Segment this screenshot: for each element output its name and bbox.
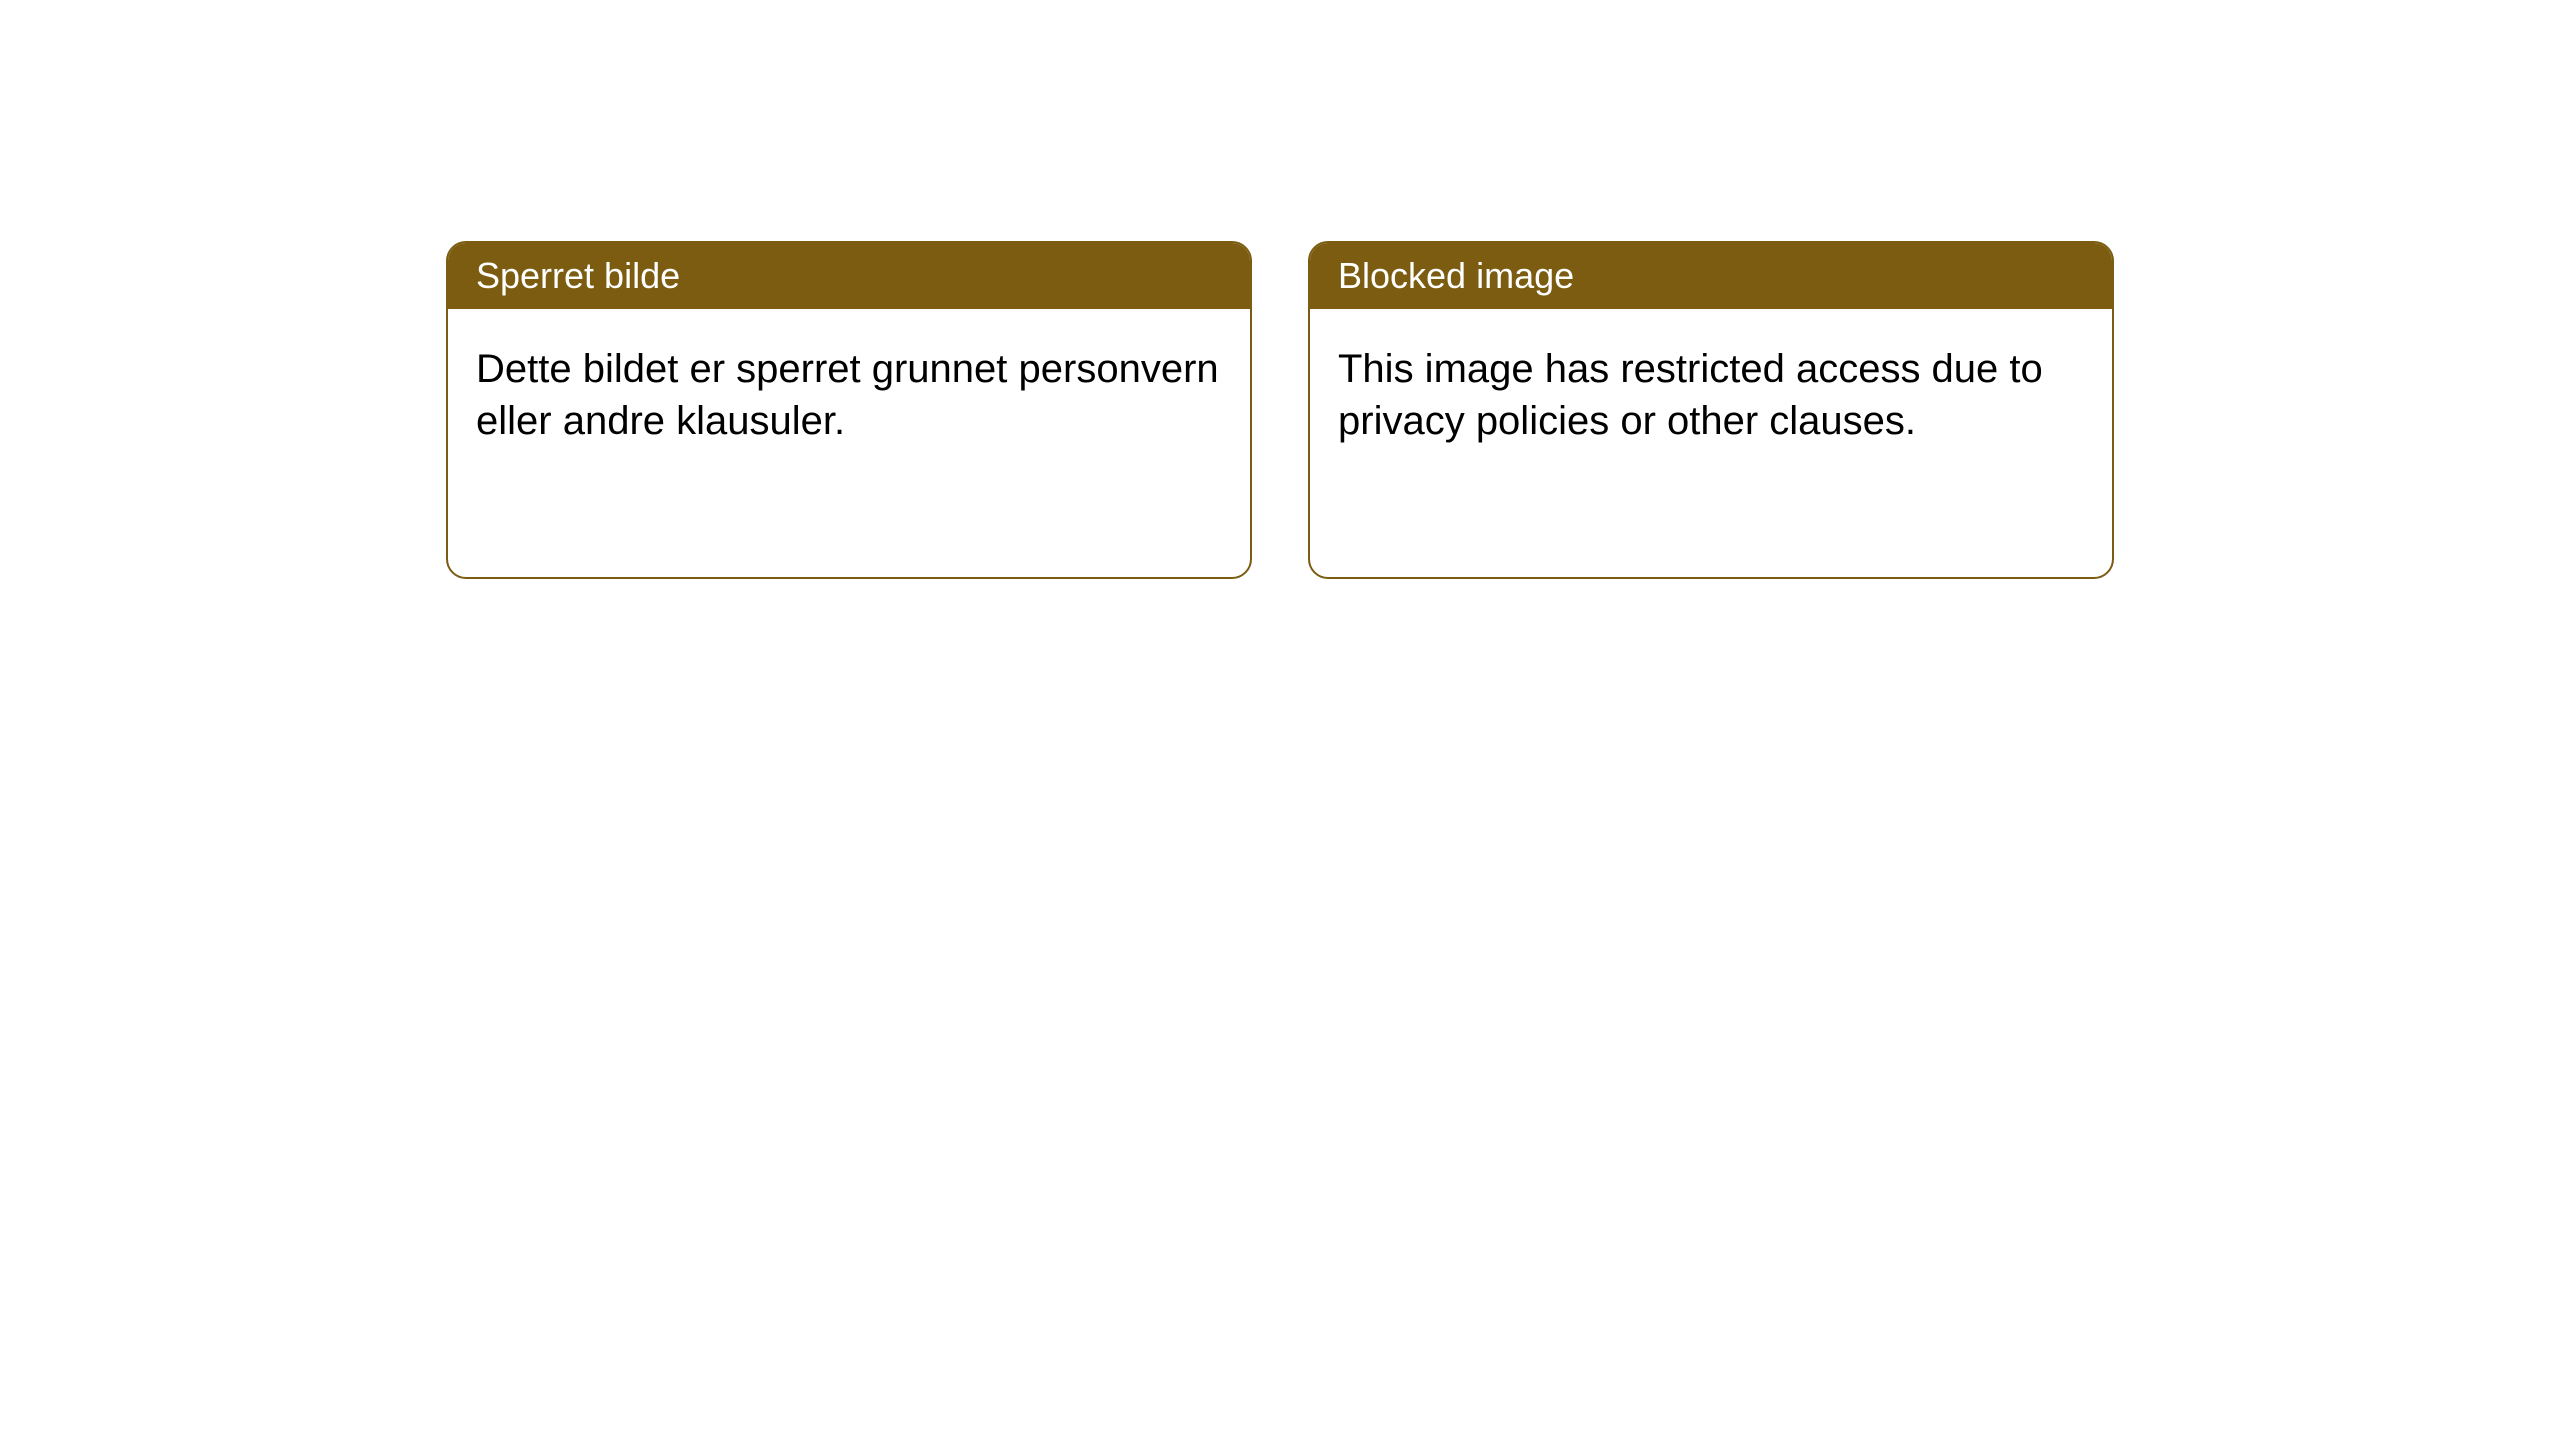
notice-message: This image has restricted access due to … (1338, 347, 2043, 443)
notice-card-norwegian: Sperret bilde Dette bildet er sperret gr… (446, 241, 1252, 579)
notice-card-english: Blocked image This image has restricted … (1308, 241, 2114, 579)
notice-message: Dette bildet er sperret grunnet personve… (476, 347, 1219, 443)
notice-title: Blocked image (1338, 255, 1574, 296)
notice-container: Sperret bilde Dette bildet er sperret gr… (0, 0, 2560, 579)
notice-title: Sperret bilde (476, 255, 680, 296)
notice-header-norwegian: Sperret bilde (448, 243, 1250, 309)
notice-body-norwegian: Dette bildet er sperret grunnet personve… (448, 309, 1250, 481)
notice-body-english: This image has restricted access due to … (1310, 309, 2112, 481)
notice-header-english: Blocked image (1310, 243, 2112, 309)
